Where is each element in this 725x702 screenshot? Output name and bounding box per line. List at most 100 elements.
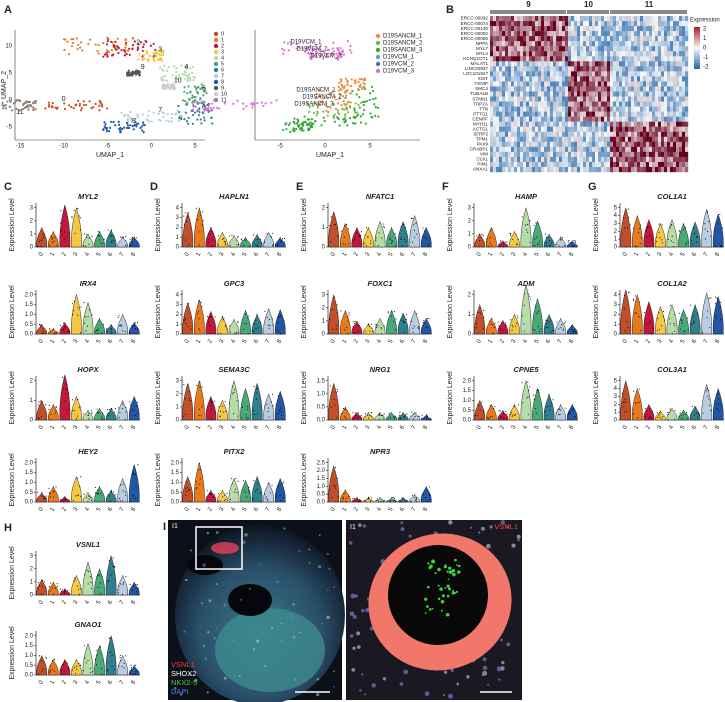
dot (210, 493, 211, 494)
heat-cell (496, 16, 499, 21)
umap-point (162, 116, 164, 118)
heat-cell (637, 21, 640, 26)
dot (132, 326, 133, 327)
dot (429, 499, 430, 500)
heat-cell (547, 91, 550, 96)
heat-cell (556, 16, 559, 21)
violin (194, 381, 204, 420)
dot (536, 313, 537, 314)
heat-cell (655, 147, 658, 152)
heat-cell (661, 107, 664, 112)
umap-point (70, 38, 72, 40)
dot (122, 408, 123, 409)
dot (257, 245, 258, 246)
heat-cell (670, 56, 673, 61)
heat-cell (586, 142, 589, 147)
heat-cell (499, 21, 502, 26)
dot (510, 235, 511, 236)
heat-cell (670, 107, 673, 112)
heat-cell (595, 142, 598, 147)
umap-point (299, 128, 301, 130)
umap-point (355, 102, 357, 104)
dot (237, 322, 238, 323)
dot (41, 416, 42, 417)
heat-cell (658, 36, 661, 41)
umap-point (96, 50, 98, 52)
dot (218, 501, 219, 502)
heat-cell (646, 56, 649, 61)
dot (87, 326, 88, 327)
heat-cell (622, 81, 625, 86)
heat-cell (508, 21, 511, 26)
umap-point (144, 58, 146, 60)
dot (278, 317, 279, 318)
y-tick-label: 0 (468, 332, 472, 338)
umap-point (115, 48, 117, 50)
dot (64, 589, 65, 590)
heat-cell (520, 76, 523, 81)
heat-cell (514, 46, 517, 51)
heat-cell (667, 117, 670, 122)
heat-cell (508, 16, 511, 21)
dot (199, 382, 200, 383)
heat-cell (511, 112, 514, 117)
heat-cell (685, 41, 688, 46)
dot (248, 418, 249, 419)
x-tick-label: 7 (265, 424, 272, 430)
dot (527, 382, 528, 383)
dot (483, 235, 484, 236)
dot (673, 246, 674, 247)
heat-cell (511, 137, 514, 142)
heat-cell (580, 132, 583, 137)
heat-cell (649, 21, 652, 26)
dot (382, 415, 383, 416)
dot (253, 331, 254, 332)
heat-cell (649, 91, 652, 96)
umap-point (203, 109, 205, 111)
heat-cell (562, 102, 565, 107)
dot (659, 417, 660, 418)
heat-cell (655, 21, 658, 26)
dot (48, 409, 49, 410)
heat-cell (571, 147, 574, 152)
umap-point (25, 106, 27, 108)
umap-point (83, 104, 85, 106)
dot (125, 240, 126, 241)
heat-cell (637, 86, 640, 91)
heat-cell (673, 76, 676, 81)
umap-point (178, 117, 180, 119)
heat-cell (601, 142, 604, 147)
heat-cell (634, 71, 637, 76)
heat-cell (589, 81, 592, 86)
heat-cell (601, 147, 604, 152)
heat-cell (574, 147, 577, 152)
heat-cell (529, 71, 532, 76)
dot (528, 294, 529, 295)
heat-cell (616, 107, 619, 112)
dot (557, 410, 558, 411)
heat-cell (682, 112, 685, 117)
heat-cell (649, 81, 652, 86)
heat-cell (505, 147, 508, 152)
heat-cell (640, 76, 643, 81)
violin (475, 305, 485, 334)
heat-cell (604, 117, 607, 122)
legend-swatch (214, 80, 218, 84)
dot (535, 222, 536, 223)
heat-cell (562, 147, 565, 152)
dot (416, 313, 417, 314)
dot (44, 498, 45, 499)
heat-cell (493, 66, 496, 71)
dot (549, 322, 550, 323)
umap-point (251, 106, 253, 108)
umap-point (192, 79, 194, 81)
dot (502, 330, 503, 331)
heat-cell (658, 167, 661, 172)
umap-point (202, 94, 204, 96)
y-tick-label: 2.0 (463, 378, 472, 384)
dot (37, 246, 38, 247)
heat-cell (622, 31, 625, 36)
dot (330, 229, 331, 230)
heat-cell (649, 86, 652, 91)
dot (266, 496, 267, 497)
